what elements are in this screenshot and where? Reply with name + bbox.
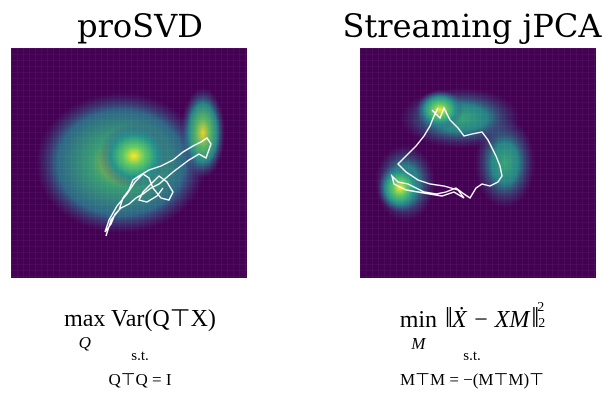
jpca-operator: min M xyxy=(400,303,437,353)
jpca-trajectory xyxy=(390,106,503,199)
jpca-objective-body: Ẋ − XM xyxy=(451,307,530,333)
prosvd-objective-body: Var(Q⊤X) xyxy=(111,306,216,332)
jpca-norm-subscript: 2 xyxy=(538,316,546,331)
jpca-st-label: s.t. xyxy=(463,348,481,364)
jpca-heatmap xyxy=(360,48,596,278)
prosvd-constraint: Q⊤Q = I xyxy=(108,370,172,389)
prosvd-objective: max Q Var(Q⊤X) xyxy=(0,302,280,352)
prosvd-panel: proSVD max Q Var(Q⊤X) xyxy=(0,0,280,402)
jpca-norm-open: ‖ xyxy=(445,303,453,334)
prosvd-st-label: s.t. xyxy=(131,348,149,364)
jpca-norm-close: ‖ xyxy=(531,303,539,334)
jpca-objective: min M ‖Ẋ − XM‖ 22 xyxy=(332,300,612,353)
jpca-constraint: M⊤M = −(M⊤M)⊤ xyxy=(400,370,544,389)
jpca-panel: Streaming jPCA min M xyxy=(332,0,612,402)
prosvd-heatmap xyxy=(11,48,247,278)
prosvd-operator-subscript: Q xyxy=(78,333,91,352)
jpca-title: Streaming jPCA xyxy=(342,7,602,45)
jpca-norm-superscript: 2 xyxy=(537,300,545,315)
prosvd-trajectory xyxy=(104,137,212,237)
prosvd-operator: max Q xyxy=(64,302,105,352)
jpca-operator-subscript: M xyxy=(411,334,426,353)
prosvd-title: proSVD xyxy=(77,7,203,45)
